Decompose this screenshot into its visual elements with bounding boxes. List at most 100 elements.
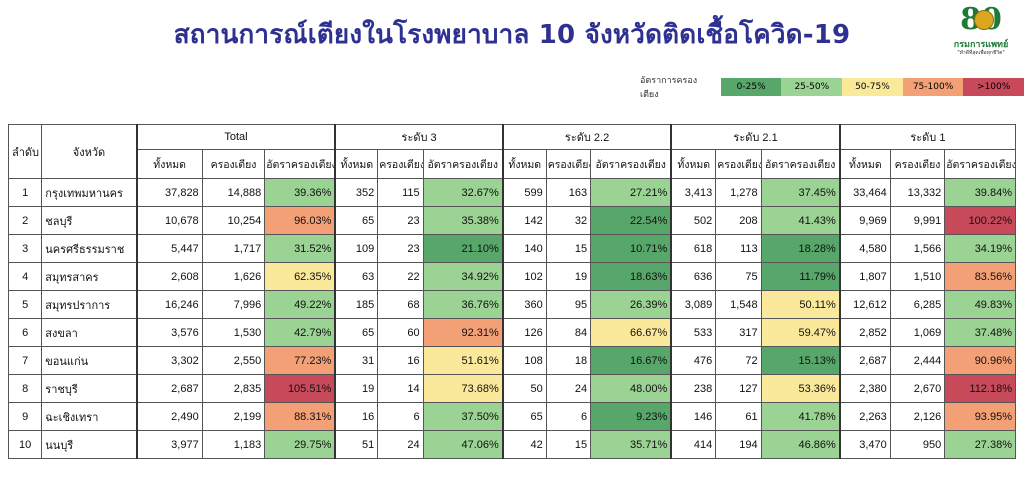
occupancy-rate-cell: 35.71% <box>590 430 672 459</box>
occupancy-rate-cell: 62.35% <box>264 262 336 291</box>
occupied-cell: 317 <box>715 318 762 347</box>
occupied-cell: 19 <box>545 262 592 291</box>
subheader-total: ทั้งหมด <box>501 149 547 179</box>
occupancy-rate-cell: 22.54% <box>590 206 672 235</box>
total-cell: 50 <box>501 374 547 403</box>
province-cell: นนบุรี <box>41 430 138 459</box>
occupancy-rate-cell: 73.68% <box>422 374 504 403</box>
total-cell: 599 <box>501 178 547 207</box>
occupancy-rate-cell: 112.18% <box>944 374 1016 403</box>
table-body: 1 กรุงเทพมหานคร 37,828 14,888 39.36% 352 115 32… <box>7 178 1016 459</box>
occupied-cell: 22 <box>377 262 424 291</box>
province-cell: ราชบุรี <box>41 374 138 403</box>
occupancy-rate-cell: 21.10% <box>422 234 504 263</box>
occupied-cell: 1,566 <box>889 234 946 263</box>
occupied-cell: 9,991 <box>889 206 946 235</box>
total-cell: 1,807 <box>838 262 891 291</box>
occupied-cell: 1,510 <box>889 262 946 291</box>
occupied-cell: 61 <box>715 402 762 431</box>
occupied-cell: 113 <box>715 234 762 263</box>
occupied-cell: 84 <box>545 318 592 347</box>
occupied-cell: 2,444 <box>889 346 946 375</box>
occupancy-rate-cell: 49.22% <box>264 290 336 319</box>
occupancy-rate-cell: 39.36% <box>264 178 336 207</box>
occupied-cell: 2,126 <box>889 402 946 431</box>
table-row: 9 ฉะเชิงเทรา 2,490 2,199 88.31% 16 6 37.50% 65 6 9… <box>7 402 1016 431</box>
table-row: 2 ชลบุรี 10,678 10,254 96.03% 65 23 35.38% 142 32… <box>7 206 1016 235</box>
legend-swatch-25-50: 25-50% <box>781 78 843 96</box>
occupied-cell: 208 <box>715 206 762 235</box>
occupied-cell: 127 <box>715 374 762 403</box>
occupied-cell: 1,278 <box>715 178 762 207</box>
subheader-total: ทั้งหมด <box>334 149 379 179</box>
occupied-cell: 6 <box>545 402 592 431</box>
occupancy-rate-cell: 37.48% <box>944 318 1016 347</box>
rank-cell: 3 <box>7 234 43 263</box>
total-cell: 2,490 <box>135 402 203 431</box>
legend-swatch-50-75: 50-75% <box>842 78 903 96</box>
occupied-cell: 2,835 <box>201 374 266 403</box>
total-cell: 533 <box>670 318 717 347</box>
province-cell: นครศรีธรรมราช <box>41 234 138 263</box>
total-cell: 140 <box>501 234 547 263</box>
occupancy-rate-cell: 27.21% <box>590 178 672 207</box>
occupancy-rate-cell: 26.39% <box>590 290 672 319</box>
page-title: สถานการณ์เตียงในโรงพยาบาล 10 จังหวัดติดเ… <box>173 20 851 50</box>
occupancy-rate-cell: 50.11% <box>760 290 841 319</box>
occupied-cell: 75 <box>715 262 762 291</box>
total-cell: 2,687 <box>838 346 891 375</box>
total-cell: 352 <box>334 178 379 207</box>
table-row: 4 สมุทรสาคร 2,608 1,626 62.35% 63 22 34.92% 102 1… <box>7 262 1016 291</box>
legend-swatch-0-25: 0-25% <box>720 78 782 96</box>
rank-cell: 2 <box>7 206 43 235</box>
occupancy-rate-cell: 36.76% <box>422 290 504 319</box>
total-cell: 31 <box>334 346 379 375</box>
occupancy-rate-cell: 41.43% <box>760 206 841 235</box>
total-cell: 108 <box>501 346 547 375</box>
occupied-cell: 23 <box>377 206 424 235</box>
occupancy-rate-cell: 16.67% <box>590 346 672 375</box>
occupancy-rate-cell: 34.92% <box>422 262 504 291</box>
total-cell: 3,089 <box>670 290 717 319</box>
rank-cell: 8 <box>7 374 43 403</box>
occupied-cell: 1,548 <box>715 290 762 319</box>
table-row: 8 ราชบุรี 2,687 2,835 105.51% 19 14 73.68% 50 24 4… <box>7 374 1016 403</box>
total-cell: 16 <box>334 402 379 431</box>
occupancy-rate-cell: 66.67% <box>590 318 672 347</box>
occupied-cell: 14,888 <box>201 178 266 207</box>
total-cell: 65 <box>334 206 379 235</box>
occupancy-rate-cell: 92.31% <box>422 318 504 347</box>
occupied-cell: 2,550 <box>201 346 266 375</box>
total-cell: 3,977 <box>135 430 203 459</box>
bed-occupancy-table: ลำดับ จังหวัด Total ระดับ 3 ระดับ 2.2 ระ… <box>7 124 1016 459</box>
occupancy-rate-cell: 29.75% <box>264 430 336 459</box>
occupied-cell: 23 <box>377 234 424 263</box>
occupancy-legend: อัตราการครองเตียง 0-25% 25-50% 50-75% 75… <box>640 76 1024 100</box>
occupied-cell: 7,996 <box>201 290 266 319</box>
occupancy-rate-cell: 34.19% <box>944 234 1016 263</box>
occupancy-rate-cell: 51.61% <box>422 346 504 375</box>
total-cell: 109 <box>334 234 379 263</box>
total-cell: 414 <box>670 430 717 459</box>
subheader-available: ครองเตียง <box>889 149 946 179</box>
occupied-cell: 60 <box>377 318 424 347</box>
occupancy-rate-cell: 15.13% <box>760 346 841 375</box>
total-cell: 65 <box>501 402 547 431</box>
header-rank: ลำดับ <box>7 124 43 179</box>
occupied-cell: 2,670 <box>889 374 946 403</box>
logo-tagline: "ทำดีที่สุดเพื่อทุกชีวิต" <box>957 50 1005 56</box>
total-cell: 4,580 <box>838 234 891 263</box>
total-cell: 2,608 <box>135 262 203 291</box>
table-row: 3 นครศรีธรรมราช 5,447 1,717 31.52% 109 23 21.10… <box>7 234 1016 263</box>
subheader-available: ครองเตียง <box>715 149 762 179</box>
occupancy-rate-cell: 37.50% <box>422 402 504 431</box>
total-cell: 185 <box>334 290 379 319</box>
seal-icon <box>974 10 994 30</box>
occupancy-rate-cell: 41.78% <box>760 402 841 431</box>
legend-swatch-over-100: >100% <box>963 78 1024 96</box>
total-cell: 33,464 <box>838 178 891 207</box>
rank-cell: 1 <box>7 178 43 207</box>
subheader-occupancy-rate: อัตราครองเตียง <box>590 149 672 179</box>
total-cell: 3,576 <box>135 318 203 347</box>
occupied-cell: 6,285 <box>889 290 946 319</box>
